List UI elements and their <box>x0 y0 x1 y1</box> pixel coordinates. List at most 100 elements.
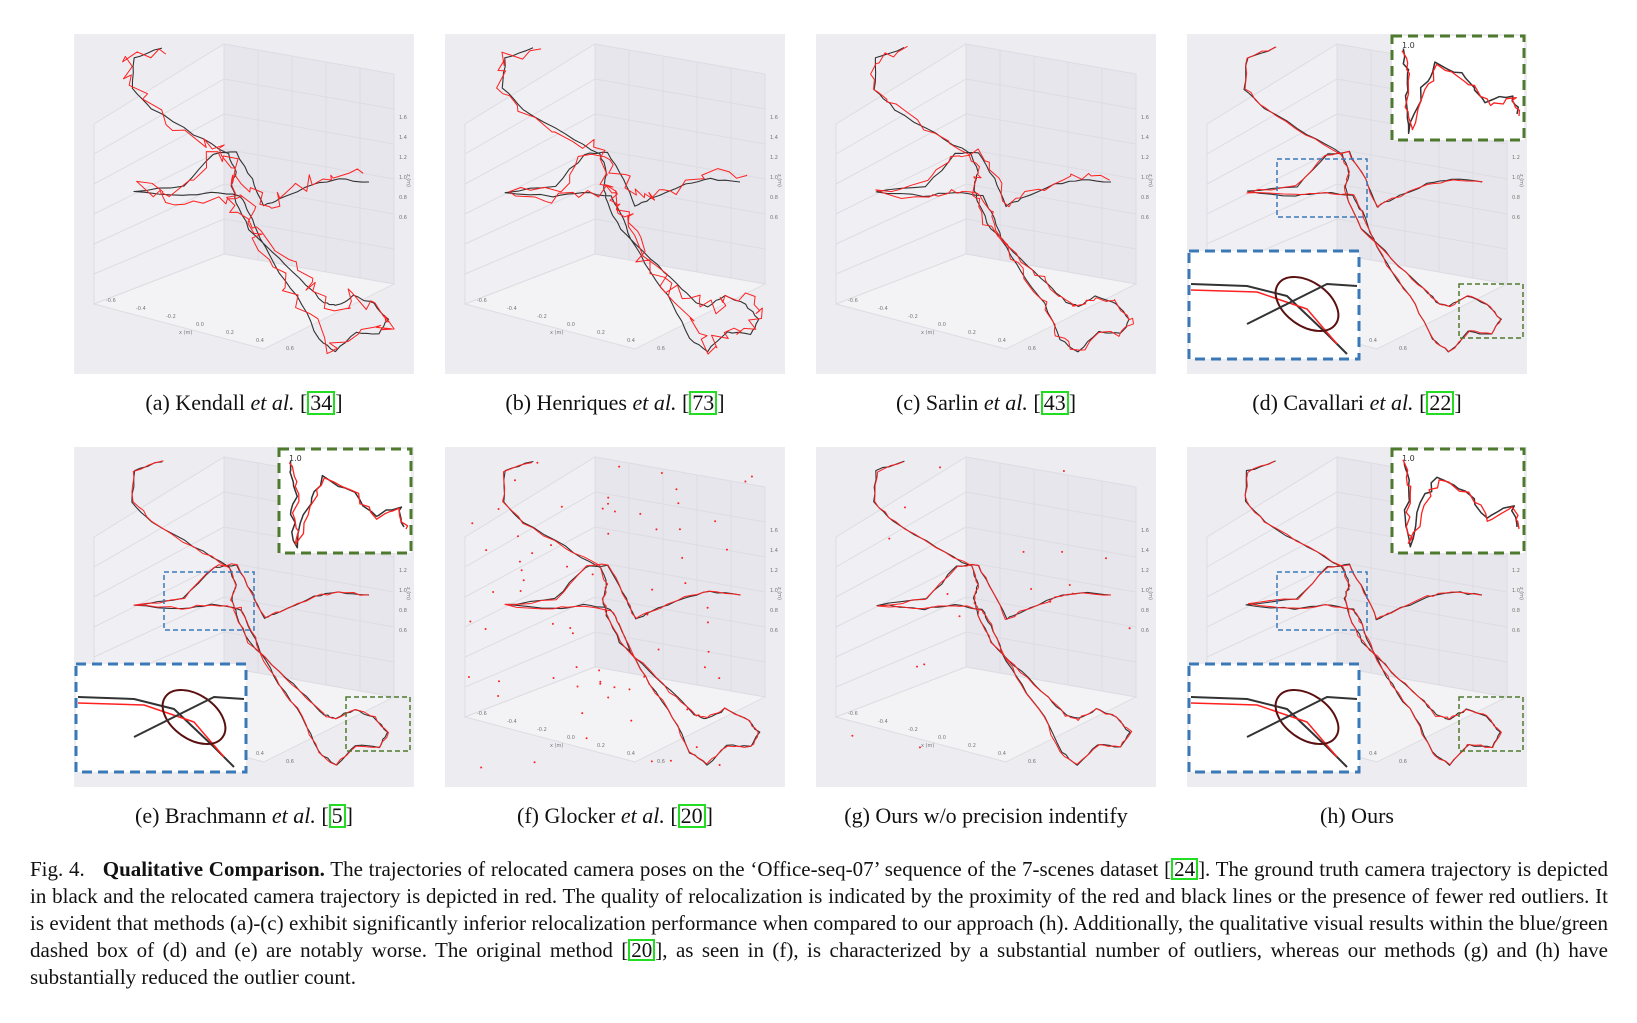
x-axis-label: x (m) <box>921 330 934 336</box>
subcaption-a-citation[interactable]: 34 <box>307 391 336 415</box>
z-tick-label: 1.4 <box>770 135 778 141</box>
outlier-point <box>607 696 610 699</box>
outlier-point <box>575 666 578 669</box>
outlier-point <box>628 688 631 691</box>
caption-citation-2[interactable]: 20 <box>628 939 656 961</box>
outlier-point <box>518 560 521 563</box>
x-tick-label: 0.0 <box>938 735 946 741</box>
trajectory-plot-h: 1.61.41.21.00.80.6z (m)-0.6-0.4-0.20.00.… <box>1187 447 1526 774</box>
z-tick-label: 0.8 <box>399 195 407 201</box>
x-tick-label: -0.4 <box>878 719 888 725</box>
panel-h-plot: 1.61.41.21.00.80.6z (m)-0.6-0.4-0.20.00.… <box>1187 447 1527 787</box>
subcaption-e-bracket-close: ] <box>345 803 353 828</box>
z-tick-label: 1.0 <box>770 175 778 181</box>
x-tick-label: -0.4 <box>507 719 517 725</box>
subcaption-a-etal: et al. <box>250 390 295 415</box>
blue-zoom-region <box>163 571 255 631</box>
x-tick-label: 0.6 <box>657 759 665 765</box>
inset-loop <box>1274 276 1340 332</box>
x-tick-label: 0.4 <box>1369 338 1377 344</box>
panel-d-plot: 1.61.41.21.00.80.6z (m)-0.6-0.4-0.20.00.… <box>1187 34 1527 374</box>
x-tick-label: -0.2 <box>537 314 547 320</box>
x-tick-label: 0.4 <box>998 338 1006 344</box>
subcaption-b-citation[interactable]: 73 <box>689 391 718 415</box>
z-tick-label: 1.2 <box>399 568 407 574</box>
trajectory-plot-a: 1.6 1.4 1.2 1.0 0.8 0.6 z (m) -0.6 -0.4 -0.2 0.0 0.… <box>92 43 411 355</box>
outlier-point <box>915 665 918 668</box>
subcaption-e-citation[interactable]: 5 <box>328 804 346 828</box>
x-tick-label: 0.4 <box>998 751 1006 757</box>
subcaption-b: (b) Henriques et al. [73] <box>425 390 805 416</box>
outlier-point <box>531 552 534 555</box>
subcaption-c-bracket-open: [ <box>1027 390 1041 415</box>
outlier-point <box>660 472 663 475</box>
outlier-point <box>707 650 710 653</box>
relocated-trajectory <box>1244 460 1502 766</box>
z-axis-label: z (m) <box>776 174 782 187</box>
z-tick-label: 1.2 <box>1141 155 1149 161</box>
x-tick-label: 0.6 <box>286 346 294 352</box>
green-zoom-inset <box>1390 447 1526 555</box>
z-axis-label: z (m) <box>405 174 411 187</box>
outlier-point <box>618 465 621 468</box>
outlier-point <box>650 760 653 763</box>
subcaption-f-citation[interactable]: 20 <box>677 804 706 828</box>
outlier-point <box>1022 550 1025 553</box>
caption-citation-1[interactable]: 24 <box>1171 858 1199 880</box>
relocated-trajectory <box>496 48 763 355</box>
ground-truth-trajectory <box>131 47 390 353</box>
outlier-point <box>492 590 495 593</box>
x-tick-label: -0.6 <box>848 711 858 717</box>
outlier-point <box>695 746 698 749</box>
x-tick-label: 0.0 <box>938 322 946 328</box>
outlier-point <box>613 510 616 513</box>
outlier-point <box>714 520 717 523</box>
z-tick-label: 1.0 <box>399 175 407 181</box>
subcaption-d-citation[interactable]: 22 <box>1426 391 1455 415</box>
inset-loop <box>1274 689 1340 745</box>
relocated-trajectory <box>874 461 1133 765</box>
outlier-point <box>939 466 942 469</box>
blue-zoom-region <box>1276 158 1368 218</box>
z-tick-label: 1.0 <box>1512 175 1520 181</box>
panel-a-plot: 1.6 1.4 1.2 1.0 0.8 0.6 z (m) -0.6 -0.4 -0.2 0.0 0.… <box>74 34 414 374</box>
relocated-trajectory <box>122 48 395 355</box>
z-tick-label: 0.6 <box>399 628 407 634</box>
subcaption-c-citation[interactable]: 43 <box>1040 391 1069 415</box>
z-tick-label: 1.6 <box>770 115 778 121</box>
z-tick-label: 1.0 <box>1141 175 1149 181</box>
green-zoom-region <box>1458 696 1524 752</box>
z-tick-label: 0.8 <box>770 608 778 614</box>
outlier-point <box>551 622 554 625</box>
inset-relocated <box>288 462 409 545</box>
inset-tick-label: 1.0 <box>1402 454 1415 463</box>
x-tick-label: -0.6 <box>477 298 487 304</box>
x-tick-label: -0.4 <box>878 306 888 312</box>
subcaption-a-bracket-close: ] <box>335 390 343 415</box>
z-tick-label: 1.0 <box>1512 588 1520 594</box>
outlier-point <box>520 569 523 572</box>
x-tick-label: -0.2 <box>908 727 918 733</box>
x-tick-label: -0.4 <box>507 306 517 312</box>
x-tick-label: 0.6 <box>1399 346 1407 352</box>
outlier-point <box>599 682 602 685</box>
trajectory-plot-e: 1.61.41.21.00.80.6z (m)-0.6-0.4-0.20.00.… <box>74 447 413 774</box>
z-tick-label: 1.4 <box>1141 548 1149 554</box>
outlier-point <box>946 593 949 596</box>
x-tick-label: 0.2 <box>968 330 976 336</box>
z-tick-label: 1.2 <box>770 155 778 161</box>
panel-g-plot: 1.6 1.4 1.2 1.0 0.8 0.6 z (m) -0.6 -0.4 -0.2 0.0 0.… <box>816 447 1156 787</box>
subcaption-d-text: (d) Cavallari <box>1252 390 1370 415</box>
outlier-point <box>1105 557 1108 560</box>
outlier-point <box>1030 588 1033 591</box>
subcaption-b-etal: et al. <box>632 390 677 415</box>
figure-title: Qualitative Comparison. <box>102 857 325 881</box>
outlier-point <box>684 582 687 585</box>
z-axis-label: z (m) <box>776 587 782 600</box>
subcaption-f: (f) Glocker et al. [20] <box>425 803 805 829</box>
outlier-point <box>607 502 610 505</box>
subcaption-d: (d) Cavallari et al. [22] <box>1167 390 1547 416</box>
z-tick-label: 1.4 <box>1141 135 1149 141</box>
x-tick-label: 0.4 <box>627 751 635 757</box>
outlier-point <box>469 620 472 623</box>
